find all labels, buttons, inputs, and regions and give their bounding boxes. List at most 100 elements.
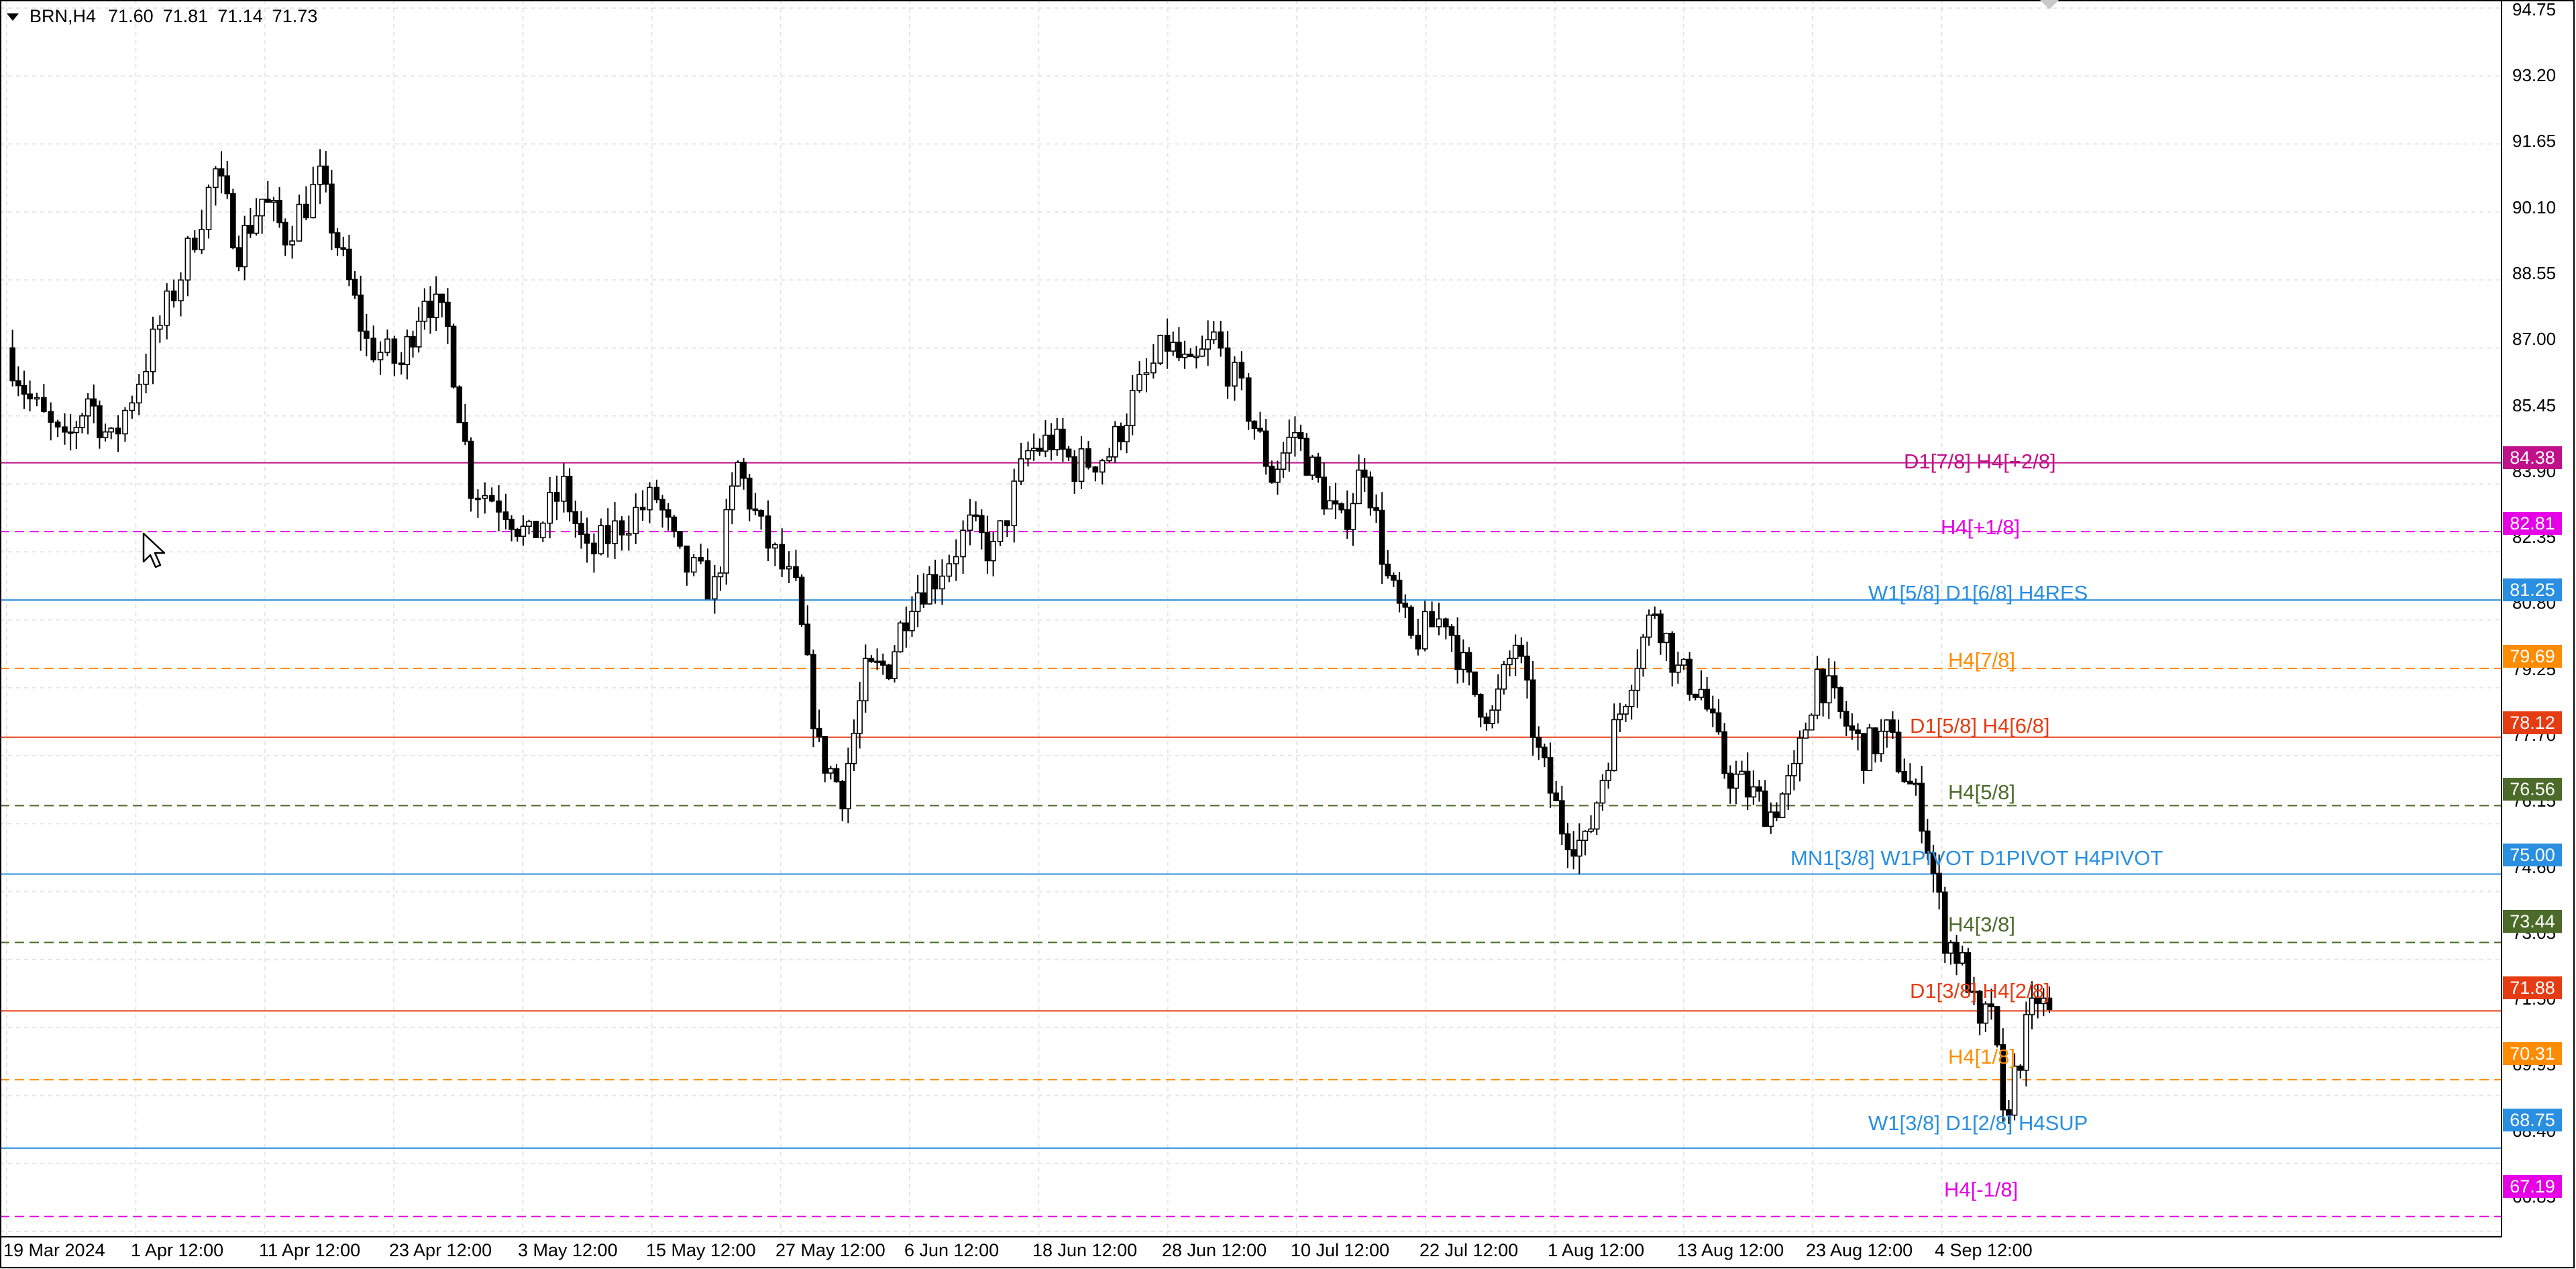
candle — [566, 468, 573, 522]
candle — [639, 490, 646, 521]
candle — [1338, 502, 1344, 513]
candle — [1727, 765, 1733, 804]
candle — [1709, 695, 1716, 727]
candle — [241, 215, 248, 281]
candle — [1391, 572, 1397, 587]
candle — [1071, 450, 1078, 494]
candle — [698, 544, 704, 564]
candle — [482, 482, 488, 514]
candle — [475, 489, 481, 518]
candle — [1890, 711, 1896, 740]
candle — [1884, 719, 1890, 748]
candle — [712, 565, 718, 614]
candle — [1744, 752, 1751, 811]
candle — [377, 341, 384, 375]
candle — [1762, 780, 1768, 827]
candle — [1529, 661, 1536, 756]
candle — [1982, 1001, 1989, 1032]
candle — [391, 336, 398, 376]
candle — [1065, 446, 1072, 461]
time-axis-label: 6 Jun 12:00 — [904, 1240, 1000, 1260]
candle — [433, 276, 439, 332]
candle — [1054, 417, 1061, 456]
candle — [1947, 940, 1954, 965]
level-price-tag: 79.69 — [2503, 645, 2562, 668]
candle — [1408, 605, 1414, 639]
candle — [885, 664, 892, 680]
candle — [1837, 686, 1843, 719]
chart-header: BRN,H4 71.60 71.81 71.14 71.73 — [7, 4, 327, 28]
time-axis-label: 3 May 12:00 — [518, 1240, 618, 1260]
candle — [427, 286, 433, 334]
time-axis-label: 19 Mar 2024 — [3, 1240, 105, 1260]
candle — [514, 527, 521, 542]
header-dropdown-icon[interactable] — [7, 13, 19, 21]
candle — [533, 521, 539, 538]
candle — [445, 288, 451, 344]
candle — [526, 519, 532, 535]
candle — [1611, 703, 1617, 772]
candle — [1495, 674, 1501, 724]
candle — [1251, 420, 1258, 440]
candle — [317, 149, 323, 204]
candle — [1164, 318, 1171, 369]
candle — [1872, 727, 1878, 763]
candle — [1136, 361, 1142, 393]
candle — [1025, 442, 1031, 467]
candle — [259, 199, 265, 234]
symbol-label: BRN,H4 — [30, 5, 97, 26]
candle — [653, 479, 660, 503]
candle — [1150, 344, 1157, 379]
candle — [410, 330, 416, 358]
candle — [421, 288, 428, 330]
candle — [804, 605, 811, 656]
candle — [178, 272, 184, 317]
candle — [2011, 1053, 2018, 1121]
candle — [892, 645, 898, 682]
candle — [723, 499, 729, 585]
time-axis-label: 13 Aug 12:00 — [1677, 1240, 1784, 1260]
candle — [1129, 374, 1136, 436]
time-axis-label: 11 Apr 12:00 — [259, 1240, 361, 1260]
candle — [1559, 785, 1565, 846]
candle — [1448, 624, 1455, 652]
candle — [960, 520, 966, 574]
candle — [1112, 421, 1118, 463]
candle — [143, 354, 149, 394]
candle — [1421, 601, 1428, 652]
candle — [1373, 494, 1379, 523]
candle — [547, 477, 553, 539]
candle — [1570, 831, 1576, 870]
candle — [2006, 1100, 2012, 1124]
candle — [1564, 823, 1571, 868]
candle — [926, 566, 932, 605]
candle — [862, 644, 869, 713]
candle — [218, 151, 225, 194]
candle — [1785, 764, 1792, 810]
candle — [1443, 617, 1449, 640]
candle — [450, 323, 457, 389]
candle — [897, 620, 904, 653]
candle — [27, 380, 33, 411]
level-price-tag: 76.56 — [2503, 778, 2562, 801]
candle — [384, 329, 390, 356]
candle — [953, 539, 959, 581]
candle — [1048, 423, 1055, 461]
candle — [282, 218, 288, 256]
candle — [758, 509, 764, 530]
candle — [1275, 460, 1281, 495]
candle — [213, 166, 219, 206]
candle — [496, 485, 502, 531]
high-value: 71.81 — [162, 5, 209, 26]
candle — [772, 542, 778, 566]
candle — [1704, 676, 1710, 712]
open-value: 71.60 — [108, 5, 154, 26]
candle — [1176, 327, 1182, 362]
chart-shift-marker-icon[interactable] — [2040, 0, 2059, 9]
candle — [1477, 693, 1484, 727]
candle — [1582, 830, 1589, 856]
candle — [1994, 1005, 2000, 1048]
candle — [1930, 844, 1937, 893]
